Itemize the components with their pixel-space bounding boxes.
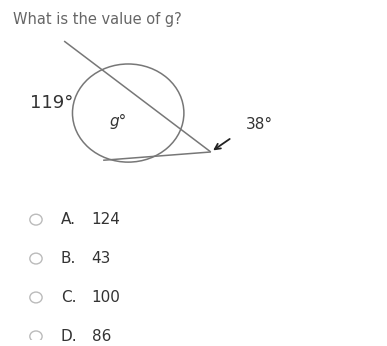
Text: 38°: 38°	[245, 117, 272, 133]
Text: 100: 100	[92, 290, 121, 305]
Text: 119°: 119°	[30, 94, 74, 112]
Text: C.: C.	[61, 290, 77, 305]
Text: B.: B.	[61, 251, 76, 266]
Text: A.: A.	[61, 212, 76, 227]
Text: What is the value of g?: What is the value of g?	[13, 11, 182, 27]
Text: D.: D.	[61, 329, 77, 344]
Text: 43: 43	[92, 251, 111, 266]
Text: 124: 124	[92, 212, 121, 227]
Text: 86: 86	[92, 329, 111, 344]
Text: g°: g°	[110, 114, 127, 129]
